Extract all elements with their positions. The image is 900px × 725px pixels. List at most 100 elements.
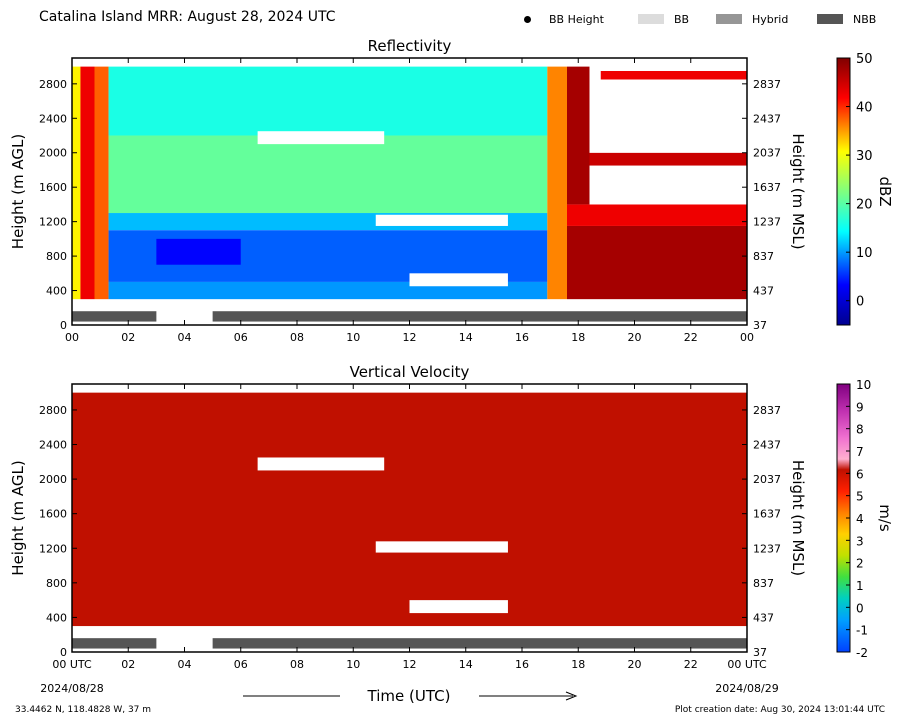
x-tick-label: 12 — [403, 331, 417, 344]
y-tick-label-right: 437 — [753, 285, 774, 298]
colorbar-tick-label: 8 — [856, 423, 864, 437]
legend-bb-height: BB Height — [524, 11, 604, 27]
x-axis-label: Time (UTC) — [367, 687, 451, 705]
x-tick-label: 04 — [178, 331, 192, 344]
missing-data-gap — [257, 131, 385, 145]
y-tick-label-right: 437 — [753, 611, 774, 624]
y-tick-label-right: 2037 — [753, 147, 781, 160]
time-axis-arrows: Time (UTC) — [243, 687, 578, 705]
legend-nbb-label: NBB — [853, 12, 877, 26]
y-axis-label: Height (m AGL) — [9, 460, 27, 575]
colorbar-tick-label: 3 — [856, 534, 864, 548]
colorbar-tick-label: 1 — [856, 579, 864, 593]
bright-band-bar — [72, 638, 157, 649]
legend-bb: BB — [638, 11, 689, 27]
x-tick-label: 10 — [346, 331, 360, 344]
echo-region — [589, 152, 747, 166]
y-tick-label: 2400 — [39, 439, 67, 452]
y-tick-label: 1200 — [39, 216, 67, 229]
echo-region — [600, 70, 747, 80]
colorbar-tick-label: -2 — [856, 646, 868, 660]
y-tick-label-right: 1637 — [753, 181, 781, 194]
y-tick-label-right: 2837 — [753, 78, 781, 91]
echo-region — [72, 392, 747, 627]
x-tick-label: 14 — [459, 331, 473, 344]
y-tick-label-right: 1237 — [753, 542, 781, 555]
colorbar-tick-label: 7 — [856, 445, 864, 459]
bright-band-bar — [72, 311, 157, 322]
y-tick-label: 1600 — [39, 181, 67, 194]
missing-data-gap — [257, 457, 385, 471]
missing-data-gap — [409, 273, 508, 287]
colorbar-tick-label: 50 — [856, 52, 873, 67]
y-tick-label: 0 — [60, 319, 67, 332]
x-tick-label: 04 — [178, 658, 192, 671]
missing-data-gap — [375, 541, 508, 553]
y-tick-label-right: 837 — [753, 577, 774, 590]
y-tick-label: 800 — [46, 577, 67, 590]
panel-title: Reflectivity — [368, 37, 452, 55]
x-tick-label: 16 — [515, 658, 529, 671]
y-tick-label: 400 — [46, 285, 67, 298]
x-tick-label: 14 — [459, 658, 473, 671]
missing-data-gap — [589, 165, 747, 205]
legend-bb-height-label: BB Height — [549, 12, 604, 26]
bright-band-bar — [212, 638, 747, 649]
colorbar-tick-label: 0 — [856, 295, 864, 310]
x-tick-label: 18 — [571, 658, 585, 671]
colorbar-tick-label: 4 — [856, 512, 864, 526]
velocity-colorbar: -2 -1 0 1 2 3 4 5 6 7 8 9 10 m/s — [836, 378, 894, 660]
legend-hybrid-label: Hybrid — [752, 12, 789, 26]
echo-region — [108, 66, 548, 136]
y-tick-label: 2000 — [39, 147, 67, 160]
x-tick-label: 20 — [628, 658, 642, 671]
echo-region — [94, 66, 109, 300]
colorbar-tick-label: 0 — [856, 601, 864, 615]
vertical-velocity-panel: Vertical Velocity 0 37 400 437 800 837 1200 1237… — [9, 363, 807, 695]
y-tick-label-right: 2437 — [753, 439, 781, 452]
x-tick-label: 00 — [65, 331, 79, 344]
echo-region — [156, 238, 241, 265]
echo-region — [567, 66, 590, 205]
bb-height-dot-icon — [524, 15, 531, 23]
bright-band-bar — [212, 311, 747, 322]
x-tick-label: 12 — [403, 658, 417, 671]
y-tick-label-right: 37 — [753, 646, 767, 659]
x-tick-label: 18 — [571, 331, 585, 344]
y-tick-label-right: 2037 — [753, 473, 781, 486]
missing-data-gap — [375, 214, 508, 226]
colorbar-tick-label: 30 — [856, 149, 873, 164]
y-tick-label: 800 — [46, 250, 67, 263]
y-tick-label-right: 2437 — [753, 112, 781, 125]
x-tick-label: 00 UTC — [727, 658, 767, 671]
x-tick-label: 16 — [515, 331, 529, 344]
x-tick-label: 20 — [628, 331, 642, 344]
echo-region — [547, 66, 567, 300]
x-tick-label: 22 — [684, 658, 698, 671]
echo-region — [108, 135, 548, 214]
creation-date-note: Plot creation date: Aug 30, 2024 13:01:4… — [674, 705, 885, 715]
x-tick-label: 08 — [290, 658, 304, 671]
reflectivity-colorbar: 0 10 20 30 40 50 dBZ — [836, 52, 894, 326]
legend-nbb: NBB — [817, 11, 876, 27]
missing-data-gap — [589, 79, 747, 153]
colorbar-label: m/s — [876, 504, 894, 532]
colorbar-tick-label: 2 — [856, 557, 864, 571]
colorbar-tick-label: 9 — [856, 400, 864, 414]
colorbar-strip — [836, 57, 851, 326]
legend-hybrid: Hybrid — [716, 11, 788, 27]
y-tick-label: 2800 — [39, 78, 67, 91]
y-axis-label: Height (m AGL) — [9, 134, 27, 249]
y-tick-label-right: 1237 — [753, 216, 781, 229]
echo-region — [567, 204, 747, 226]
y-tick-label: 2000 — [39, 473, 67, 486]
y-axis-label-right: Height (m MSL) — [789, 460, 807, 576]
y-tick-label: 1200 — [39, 542, 67, 555]
colorbar-tick-label: 10 — [856, 246, 873, 261]
x-tick-label: 06 — [234, 331, 248, 344]
echo-region — [108, 281, 548, 300]
panel-title: Vertical Velocity — [350, 363, 470, 381]
x-tick-label: 22 — [684, 331, 698, 344]
x-tick-label: 02 — [121, 658, 135, 671]
